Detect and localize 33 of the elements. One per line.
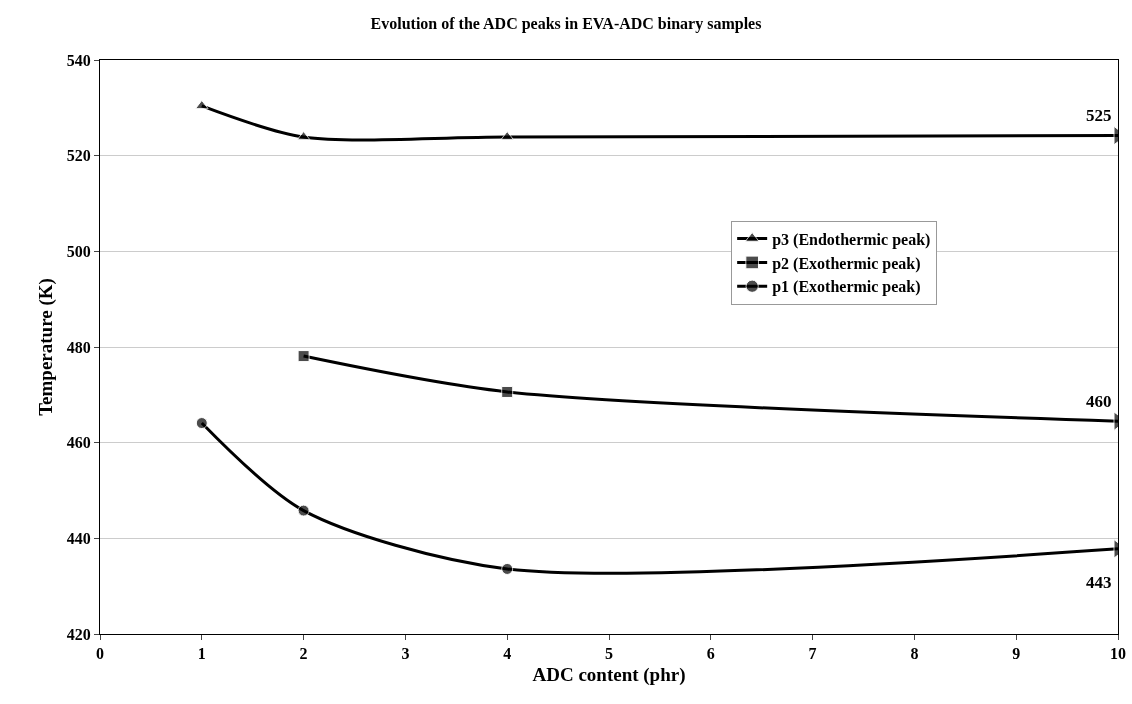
x-tick-label: 1 bbox=[197, 645, 206, 663]
y-tick-label: 420 bbox=[66, 625, 91, 643]
annotation: 443 bbox=[1086, 573, 1112, 592]
point bbox=[501, 562, 514, 575]
x-tick-label: 6 bbox=[706, 645, 715, 663]
point bbox=[501, 385, 514, 398]
x-tick-label: 0 bbox=[96, 645, 104, 663]
x-tick-label: 3 bbox=[401, 645, 410, 663]
legend-label: p2 (Exothermic peak) bbox=[772, 254, 921, 273]
y-tick-label: 460 bbox=[66, 434, 91, 452]
x-tick-label: 2 bbox=[299, 645, 308, 663]
y-axis-title: Temperature (K) bbox=[35, 278, 57, 416]
point bbox=[195, 417, 208, 430]
x-tick-label: 5 bbox=[605, 645, 613, 663]
chart-title: Evolution of the ADC peaks in EVA-ADC binary samples bbox=[370, 14, 762, 33]
x-axis-title: ADC content (phr) bbox=[532, 664, 686, 686]
annotation: 525 bbox=[1086, 106, 1112, 125]
y-tick-label: 440 bbox=[66, 529, 91, 547]
y-tick-label: 480 bbox=[66, 338, 91, 356]
x-tick-label: 7 bbox=[808, 645, 817, 663]
point bbox=[297, 504, 310, 517]
legend-label: p1 (Exothermic peak) bbox=[772, 278, 921, 297]
annotation: 460 bbox=[1086, 392, 1112, 411]
y-tick-label: 520 bbox=[66, 147, 91, 165]
point bbox=[297, 350, 310, 363]
x-tick-label: 9 bbox=[1012, 645, 1021, 663]
x-tick-label: 8 bbox=[910, 645, 919, 663]
y-tick-label: 500 bbox=[66, 242, 91, 260]
y-tick-label: 540 bbox=[66, 51, 91, 69]
point bbox=[194, 99, 209, 110]
legend-label: p3 (Endothermic peak) bbox=[772, 230, 931, 249]
x-tick-label: 4 bbox=[503, 645, 512, 663]
x-tick-label: 10 bbox=[1110, 645, 1126, 663]
